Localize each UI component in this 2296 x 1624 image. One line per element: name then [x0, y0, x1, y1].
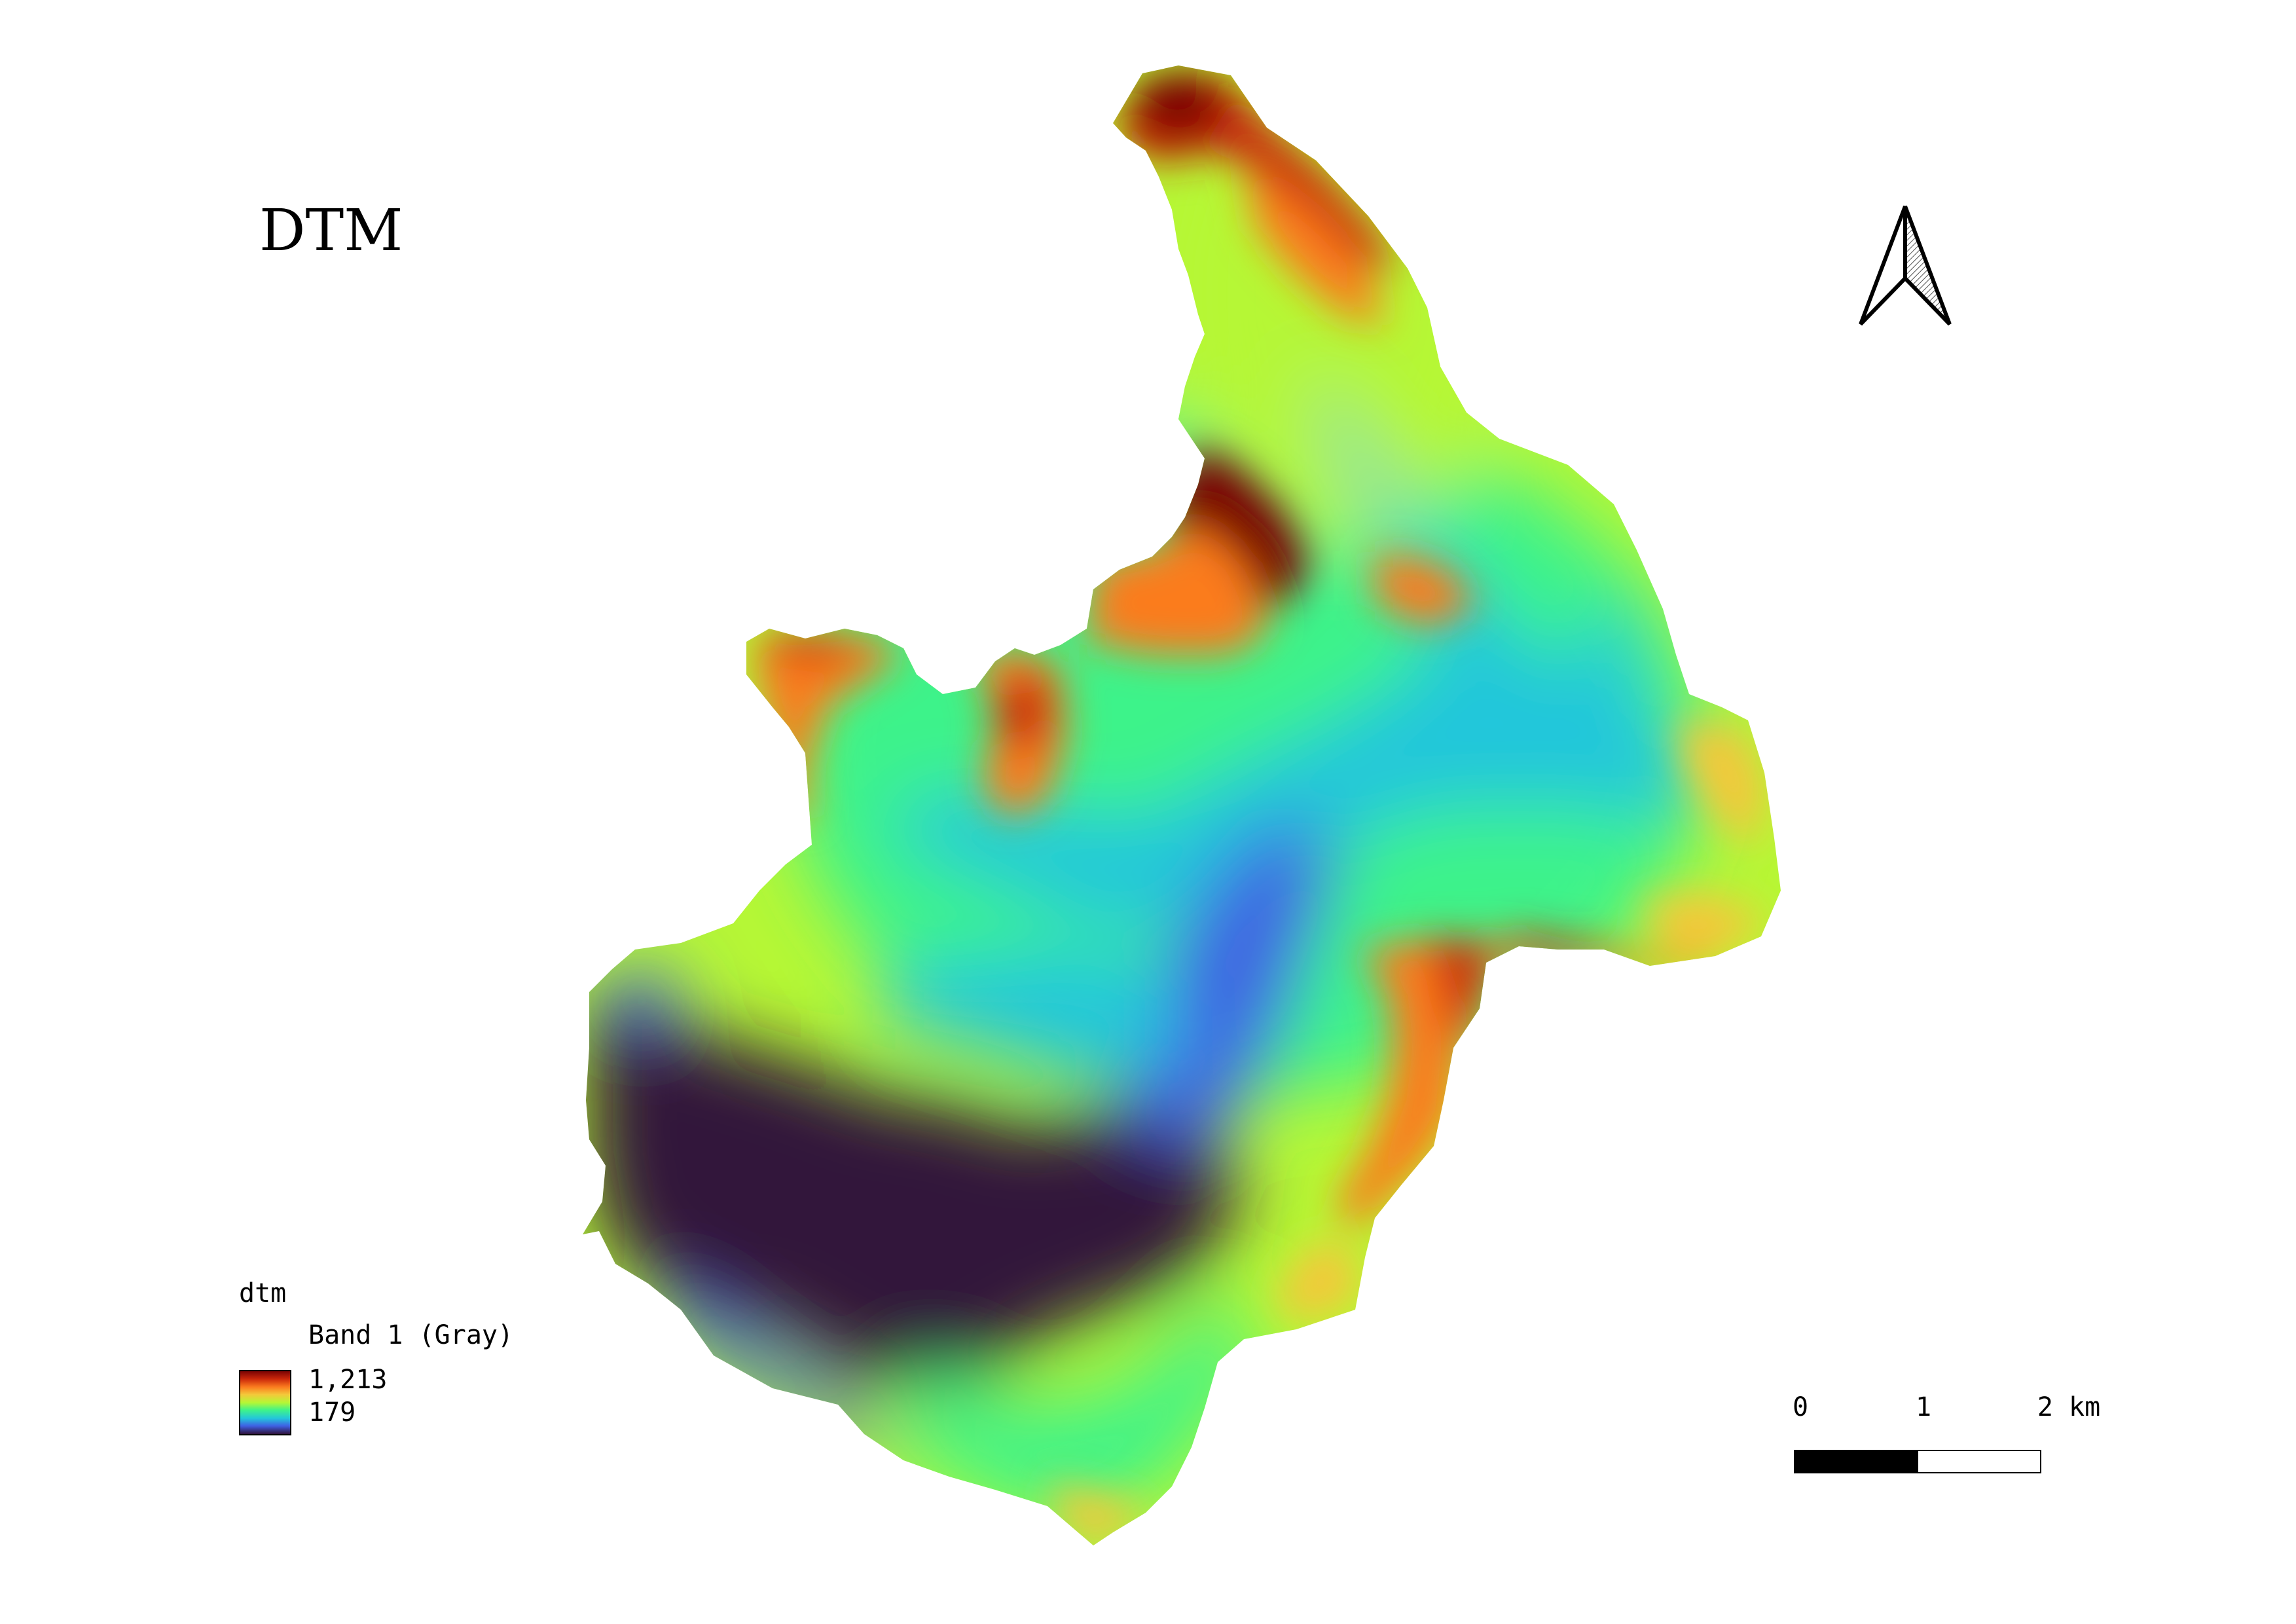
scale-label-2: 2 km — [2037, 1392, 2101, 1422]
legend-max-value: 1,213 — [308, 1365, 388, 1395]
north-arrow-icon — [1859, 205, 1952, 326]
legend-color-ramp — [239, 1370, 291, 1435]
map-title: DTM — [259, 196, 403, 264]
legend-layer-name: dtm — [239, 1278, 287, 1308]
scale-bar: 0 1 2 km — [1792, 1392, 2100, 1484]
scale-label-1: 1 — [1915, 1392, 1932, 1422]
scale-label-0: 0 — [1792, 1392, 1809, 1422]
legend-min-value: 179 — [308, 1397, 356, 1428]
scale-bar-segment-white — [1917, 1450, 2041, 1473]
legend-band-label: Band 1 (Gray) — [308, 1320, 514, 1350]
scale-bar-segment-black — [1794, 1450, 1917, 1473]
